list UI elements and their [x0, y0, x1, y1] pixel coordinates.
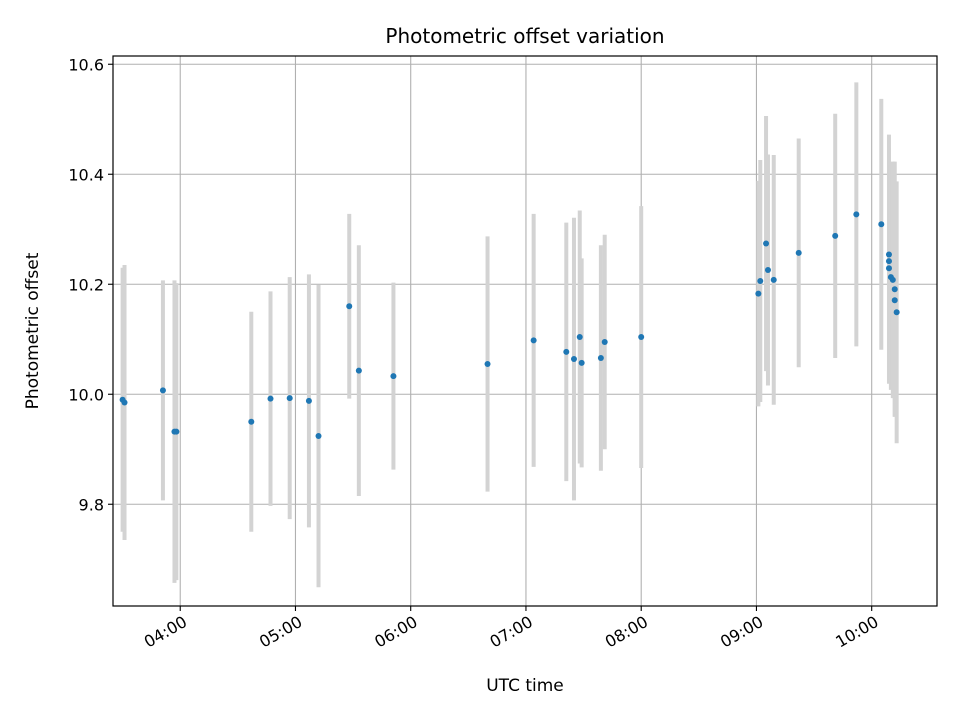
data-point: [853, 211, 860, 218]
x-axis-label: UTC time: [486, 676, 564, 696]
data-point: [484, 361, 491, 367]
data-point: [286, 395, 293, 402]
data-point: [832, 232, 839, 239]
data-point: [763, 240, 770, 247]
data-points: [119, 211, 900, 440]
data-point: [770, 276, 777, 283]
data-point: [315, 433, 322, 440]
plot-frame: [112, 55, 938, 607]
data-point: [638, 334, 645, 341]
data-point: [530, 337, 537, 344]
data-point: [578, 359, 585, 366]
data-point: [563, 348, 570, 355]
data-point: [159, 387, 166, 394]
data-point: [893, 309, 900, 316]
data-point: [355, 367, 362, 374]
data-point: [267, 395, 274, 402]
data-point: [346, 303, 353, 310]
data-point: [601, 339, 608, 345]
data-point: [891, 297, 898, 304]
data-point: [390, 373, 397, 380]
data-point: [878, 221, 885, 228]
y-tick-label: 10.6: [68, 55, 104, 74]
data-point: [121, 399, 128, 406]
data-point: [885, 258, 892, 265]
data-point: [173, 428, 180, 435]
y-tick-label: 10.4: [68, 165, 104, 184]
data-point: [305, 397, 312, 404]
data-point: [795, 249, 802, 256]
data-point: [891, 286, 898, 293]
y-tick-label: 10.0: [68, 385, 104, 404]
y-tick-label: 10.2: [68, 275, 104, 294]
data-point: [570, 356, 577, 363]
data-point: [755, 290, 762, 297]
data-point: [757, 277, 764, 284]
y-axis-label: Photometric offset: [23, 252, 43, 409]
chart-title: Photometric offset variation: [385, 24, 664, 48]
data-point: [885, 251, 892, 258]
data-point: [764, 266, 771, 273]
y-tick-label: 9.8: [79, 495, 104, 514]
data-point: [889, 276, 896, 283]
data-point: [576, 334, 583, 341]
data-point: [248, 418, 255, 425]
data-point: [597, 354, 604, 361]
data-point: [885, 265, 892, 272]
